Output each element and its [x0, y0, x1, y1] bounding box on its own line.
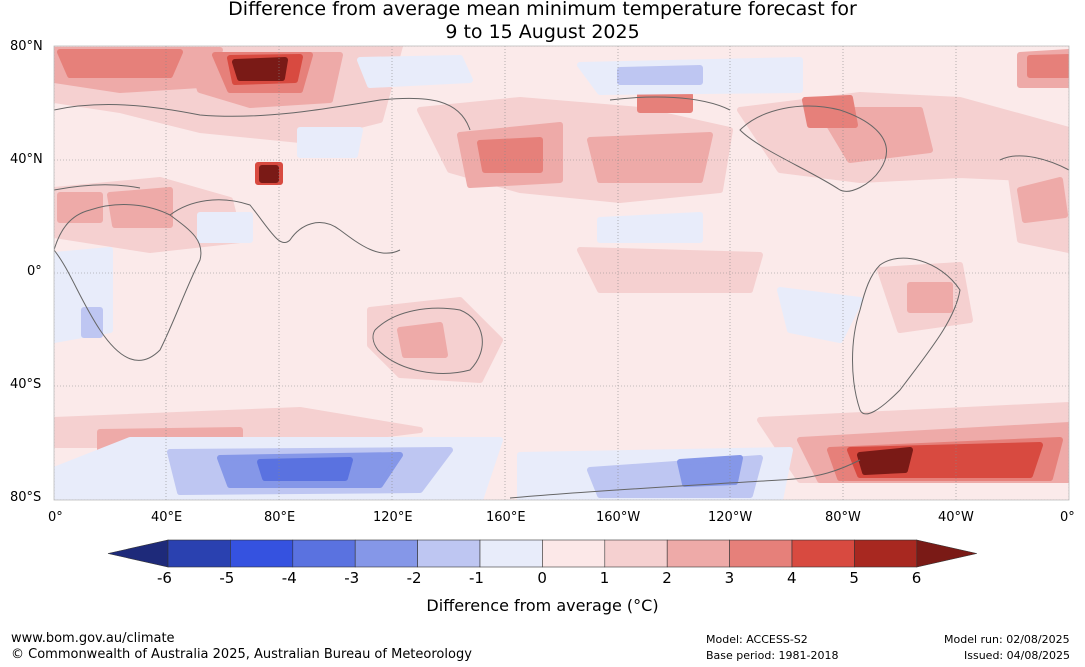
colorbar-segment [666, 539, 730, 568]
colorbar-segment [230, 539, 294, 568]
lon-label-0-east: 0° [1060, 510, 1075, 525]
map-title-line2: 9 to 15 August 2025 [445, 21, 640, 43]
colorbar-segment [854, 539, 918, 568]
colorbar-extend-low [107, 539, 169, 568]
colorbar-tick-label: 5 [849, 569, 859, 587]
footer-base-period: Base period: 1981-2018 [706, 649, 839, 662]
lat-label-80n: 80°N [10, 39, 43, 54]
lon-label-40w: 40°W [938, 510, 974, 525]
map-title-line1: Difference from average mean minimum tem… [228, 0, 857, 20]
colorbar-segment [479, 539, 543, 568]
map-field [54, 46, 1069, 500]
colorbar-segment [167, 539, 231, 568]
colorbar-segment [417, 539, 481, 568]
footer-issued: Issued: 04/08/2025 [964, 649, 1071, 662]
warm-anomaly-extreme [232, 57, 913, 475]
map-frame [53, 45, 1070, 501]
colorbar-title: Difference from average (°C) [426, 596, 659, 615]
colorbar-segment [729, 539, 793, 568]
lon-label-80e: 80°E [264, 510, 296, 525]
colorbar-tick-label: 0 [537, 569, 547, 587]
lon-label-120w: 120°W [708, 510, 753, 525]
footer-copyright: © Commonwealth of Australia 2025, Austra… [11, 647, 472, 662]
colorbar-tick-label: -3 [344, 569, 360, 587]
graticule [54, 46, 1069, 500]
lon-label-160e: 160°E [486, 510, 526, 525]
lon-label-40e: 40°E [151, 510, 183, 525]
colorbar-tick-label: -4 [281, 569, 297, 587]
lon-label-80w: 80°W [825, 510, 861, 525]
colorbar-tick-label: 6 [911, 569, 922, 587]
lat-label-40n: 40°N [10, 152, 43, 167]
lon-label-160w: 160°W [596, 510, 641, 525]
footer-url: www.bom.gov.au/climate [11, 631, 175, 646]
colorbar-tick-label: 2 [662, 569, 672, 587]
colorbar-tick-label: 3 [724, 569, 735, 587]
colorbar-extend-high [916, 539, 977, 568]
colorbar-tick-label: -5 [219, 569, 235, 587]
colorbar-tick-label: -1 [469, 569, 484, 587]
colorbar-segment [542, 539, 606, 568]
colorbar-tick-label: -6 [157, 569, 172, 587]
lat-label-0: 0° [27, 264, 42, 279]
colorbar-segment [791, 539, 855, 568]
colorbar-tick-label: 4 [787, 569, 797, 587]
footer-model: Model: ACCESS-S2 [706, 633, 808, 646]
colorbar-tick-label: -2 [406, 569, 422, 587]
colorbar [107, 539, 977, 568]
colorbar-tick-label: 1 [599, 569, 610, 587]
lon-label-120e: 120°E [373, 510, 413, 525]
colorbar-segment [354, 539, 418, 568]
footer-model-run: Model run: 02/08/2025 [944, 633, 1070, 646]
coastlines [54, 96, 1069, 499]
colorbar-segment [292, 539, 356, 568]
lat-label-40s: 40°S [10, 377, 42, 392]
lon-label-0-west: 0° [48, 510, 63, 525]
colorbar-segment [604, 539, 668, 568]
lat-label-80s: 80°S [10, 490, 42, 505]
cool-anomaly-very-strong [257, 457, 353, 481]
